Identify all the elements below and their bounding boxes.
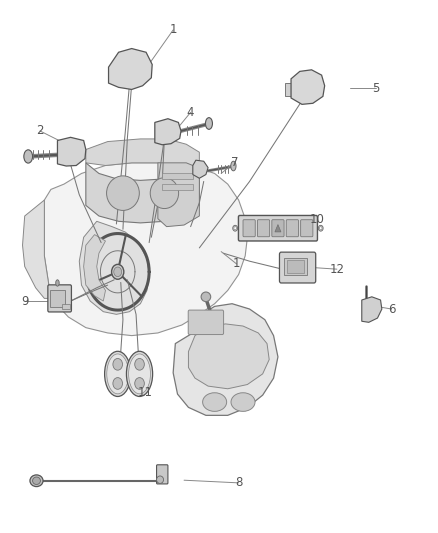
FancyBboxPatch shape	[258, 220, 270, 237]
Polygon shape	[109, 49, 152, 90]
Bar	[62, 304, 70, 309]
Ellipse shape	[127, 351, 152, 397]
Ellipse shape	[113, 377, 123, 389]
Ellipse shape	[156, 476, 163, 483]
Text: 12: 12	[329, 263, 344, 276]
Ellipse shape	[150, 177, 179, 208]
FancyBboxPatch shape	[238, 215, 318, 241]
Polygon shape	[193, 160, 208, 178]
Polygon shape	[173, 304, 278, 415]
Bar	[69, 146, 78, 154]
Bar	[297, 79, 314, 95]
Text: 6: 6	[388, 303, 395, 316]
Polygon shape	[275, 224, 281, 232]
FancyBboxPatch shape	[188, 310, 223, 335]
Polygon shape	[86, 163, 199, 223]
Ellipse shape	[30, 475, 43, 487]
Polygon shape	[155, 119, 181, 145]
Text: 10: 10	[310, 213, 325, 226]
Text: 7: 7	[230, 156, 238, 169]
Polygon shape	[57, 138, 86, 166]
Ellipse shape	[319, 227, 322, 230]
Ellipse shape	[112, 264, 124, 279]
Bar	[117, 61, 138, 74]
Text: 1: 1	[233, 257, 240, 270]
Text: 1: 1	[170, 23, 177, 36]
Ellipse shape	[105, 351, 131, 397]
Text: 8: 8	[235, 477, 242, 489]
Bar	[162, 127, 171, 134]
Ellipse shape	[203, 393, 226, 411]
Ellipse shape	[69, 154, 75, 161]
Ellipse shape	[138, 55, 144, 63]
Bar	[287, 260, 304, 273]
Text: 5: 5	[372, 82, 380, 95]
Ellipse shape	[369, 303, 378, 315]
Bar	[50, 290, 65, 307]
Ellipse shape	[233, 225, 237, 231]
Bar	[144, 66, 149, 77]
Polygon shape	[362, 297, 382, 322]
Bar	[162, 183, 193, 190]
Polygon shape	[84, 235, 106, 301]
Ellipse shape	[107, 354, 129, 394]
Ellipse shape	[113, 359, 123, 370]
Ellipse shape	[293, 88, 304, 100]
Polygon shape	[291, 70, 325, 104]
Ellipse shape	[231, 161, 236, 171]
Text: 2: 2	[36, 124, 44, 138]
Polygon shape	[22, 200, 51, 298]
Ellipse shape	[56, 280, 59, 286]
Ellipse shape	[318, 225, 323, 231]
FancyBboxPatch shape	[48, 285, 71, 312]
Polygon shape	[79, 221, 149, 314]
Ellipse shape	[231, 393, 255, 411]
FancyBboxPatch shape	[300, 220, 313, 237]
Text: 9: 9	[21, 295, 28, 308]
Polygon shape	[86, 139, 199, 168]
Ellipse shape	[371, 305, 376, 313]
Polygon shape	[188, 324, 269, 389]
Ellipse shape	[106, 176, 139, 211]
Bar	[284, 258, 307, 275]
Text: 11: 11	[137, 386, 152, 399]
Bar	[299, 82, 311, 93]
FancyBboxPatch shape	[286, 220, 298, 237]
FancyBboxPatch shape	[272, 220, 284, 237]
Polygon shape	[44, 163, 247, 336]
Polygon shape	[158, 163, 199, 227]
Ellipse shape	[32, 477, 40, 484]
Ellipse shape	[201, 292, 211, 302]
Ellipse shape	[118, 54, 126, 64]
Ellipse shape	[114, 267, 122, 277]
Ellipse shape	[234, 227, 237, 230]
Bar	[286, 83, 290, 96]
FancyBboxPatch shape	[279, 252, 316, 283]
FancyBboxPatch shape	[156, 465, 168, 484]
Ellipse shape	[135, 377, 145, 389]
Bar	[162, 173, 193, 179]
Ellipse shape	[135, 359, 145, 370]
Ellipse shape	[129, 354, 150, 394]
Ellipse shape	[24, 150, 32, 163]
FancyBboxPatch shape	[243, 220, 255, 237]
Text: 4: 4	[187, 106, 194, 119]
Ellipse shape	[205, 118, 212, 130]
Bar	[111, 71, 115, 79]
Bar	[125, 74, 143, 84]
